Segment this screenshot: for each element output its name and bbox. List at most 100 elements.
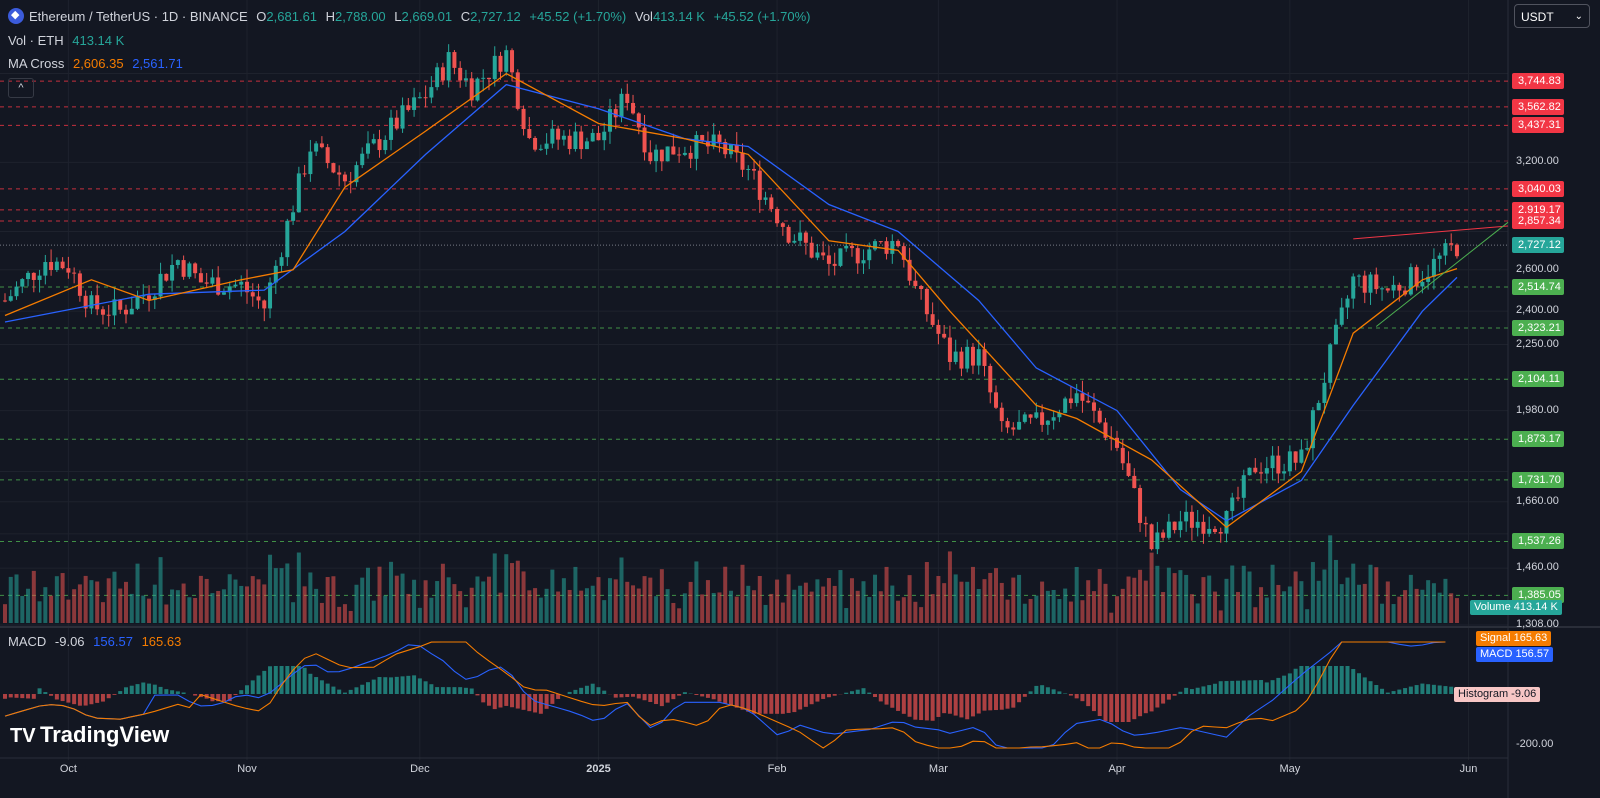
macd-histogram-bar: [360, 684, 365, 694]
x-tick-label: Oct: [59, 763, 77, 775]
macd-histogram-bar: [1449, 686, 1454, 694]
macd-histogram-bar: [1264, 682, 1269, 694]
support-level-label: 1,873.17: [1512, 431, 1564, 448]
volume-bar: [400, 573, 405, 623]
vol-change-value: +45.52 (+1.70%): [713, 9, 811, 24]
volume-bar: [435, 581, 440, 623]
currency-selector[interactable]: USDT ⌄: [1514, 4, 1590, 28]
resistance-level-label: 3,437.31: [1512, 117, 1564, 134]
macd-histogram-bar: [936, 694, 941, 717]
symbol-title[interactable]: Ethereum / TetherUS · 1D · BINANCE: [29, 9, 248, 24]
volume-bar: [210, 593, 215, 623]
candle-down: [930, 314, 935, 325]
candle-down: [1374, 274, 1379, 290]
volume-legend[interactable]: Vol · ETH 413.14 K: [8, 33, 125, 48]
volume-bar: [873, 574, 878, 623]
macd-histogram-bar: [815, 694, 820, 702]
candle-up: [665, 146, 670, 162]
candle-up: [607, 109, 612, 132]
volume-bar: [227, 574, 232, 623]
candle-up: [1045, 420, 1050, 425]
macd-histogram-bar: [417, 678, 422, 694]
volume-bar: [342, 604, 347, 623]
macd-histogram-bar: [394, 676, 399, 694]
volume-bar: [573, 566, 578, 623]
candle-up: [1443, 243, 1448, 256]
volume-bar: [1241, 565, 1246, 623]
macd-histogram-bar: [463, 687, 468, 694]
volume-bar: [1345, 577, 1350, 623]
volume-bar: [711, 592, 716, 623]
volume-bar: [348, 610, 353, 623]
volume-bar: [337, 606, 342, 623]
macd-histogram-bar: [521, 694, 526, 710]
candle-down: [181, 260, 186, 277]
macd-histogram-bar: [752, 694, 757, 714]
volume-bar: [896, 600, 901, 623]
candle-down: [579, 131, 584, 150]
x-tick-label: Feb: [767, 763, 787, 775]
volume-bar: [314, 588, 319, 623]
candle-down: [1097, 410, 1102, 423]
macd-histogram-bar: [244, 685, 249, 694]
macd-histogram-bar: [1287, 673, 1292, 694]
candle-up: [1339, 307, 1344, 325]
macd-histogram-bar: [158, 686, 163, 694]
macd-histogram-bar: [1086, 694, 1091, 707]
macd-histogram-bar: [809, 694, 814, 705]
candle-up: [314, 143, 319, 152]
candle-down: [596, 132, 601, 141]
macd-histogram-bar: [728, 694, 733, 706]
volume-bar: [1045, 590, 1050, 623]
macd-histogram-bar: [734, 694, 739, 708]
macd-histogram-bar: [913, 694, 918, 720]
candle-up: [227, 286, 232, 293]
candle-up: [1034, 412, 1039, 418]
volume-bar: [1207, 575, 1212, 623]
volume-bar: [256, 579, 261, 623]
candle-up: [792, 240, 797, 243]
candle-down: [1040, 412, 1045, 425]
candle-down: [671, 146, 676, 155]
macd-histogram-bar: [1391, 691, 1396, 694]
macd-signal-value: 165.63: [141, 634, 182, 649]
macd-histogram-bar: [95, 694, 100, 703]
candle-down: [1161, 532, 1166, 538]
macd-histogram-bar: [1034, 685, 1039, 694]
candle-up: [221, 292, 226, 295]
volume-bar: [700, 594, 705, 623]
volume-bar: [423, 580, 428, 623]
macd-histogram-bar: [746, 694, 751, 712]
volume-bar: [613, 579, 618, 623]
macd-histogram-bar: [757, 694, 762, 714]
candle-up: [711, 134, 716, 147]
candle-down: [515, 72, 520, 109]
macd-histogram-bar: [550, 694, 555, 704]
candle-up: [1328, 344, 1333, 383]
volume-bar: [1322, 569, 1327, 623]
candle-up: [446, 52, 451, 81]
volume-bar: [458, 591, 463, 623]
candle-down: [204, 282, 209, 284]
ma-cross-legend[interactable]: MA Cross 2,606.35 2,561.71: [8, 56, 183, 71]
tradingview-logo[interactable]: TV TradingView: [10, 722, 170, 747]
collapse-legend-button[interactable]: ^: [8, 78, 34, 98]
macd-histogram-bar: [711, 694, 716, 700]
candle-up: [763, 197, 768, 200]
volume-bar: [590, 585, 595, 623]
macd-histogram-bar: [1420, 683, 1425, 694]
macd-histogram-bar: [1426, 684, 1431, 694]
candle-down: [123, 309, 128, 315]
macd-legend[interactable]: MACD -9.06 156.57 165.63: [8, 634, 182, 649]
volume-bar: [999, 582, 1004, 623]
macd-histogram-bar: [636, 694, 641, 699]
macd-histogram-bar: [654, 694, 659, 705]
x-tick-label: Apr: [1108, 763, 1126, 775]
volume-bar: [498, 592, 503, 623]
y-tick-label: 1,980.00: [1516, 403, 1559, 416]
volume-bar: [1201, 577, 1206, 623]
candle-down: [83, 295, 88, 309]
volume-bar: [475, 576, 480, 623]
macd-histogram-bar: [285, 666, 290, 694]
